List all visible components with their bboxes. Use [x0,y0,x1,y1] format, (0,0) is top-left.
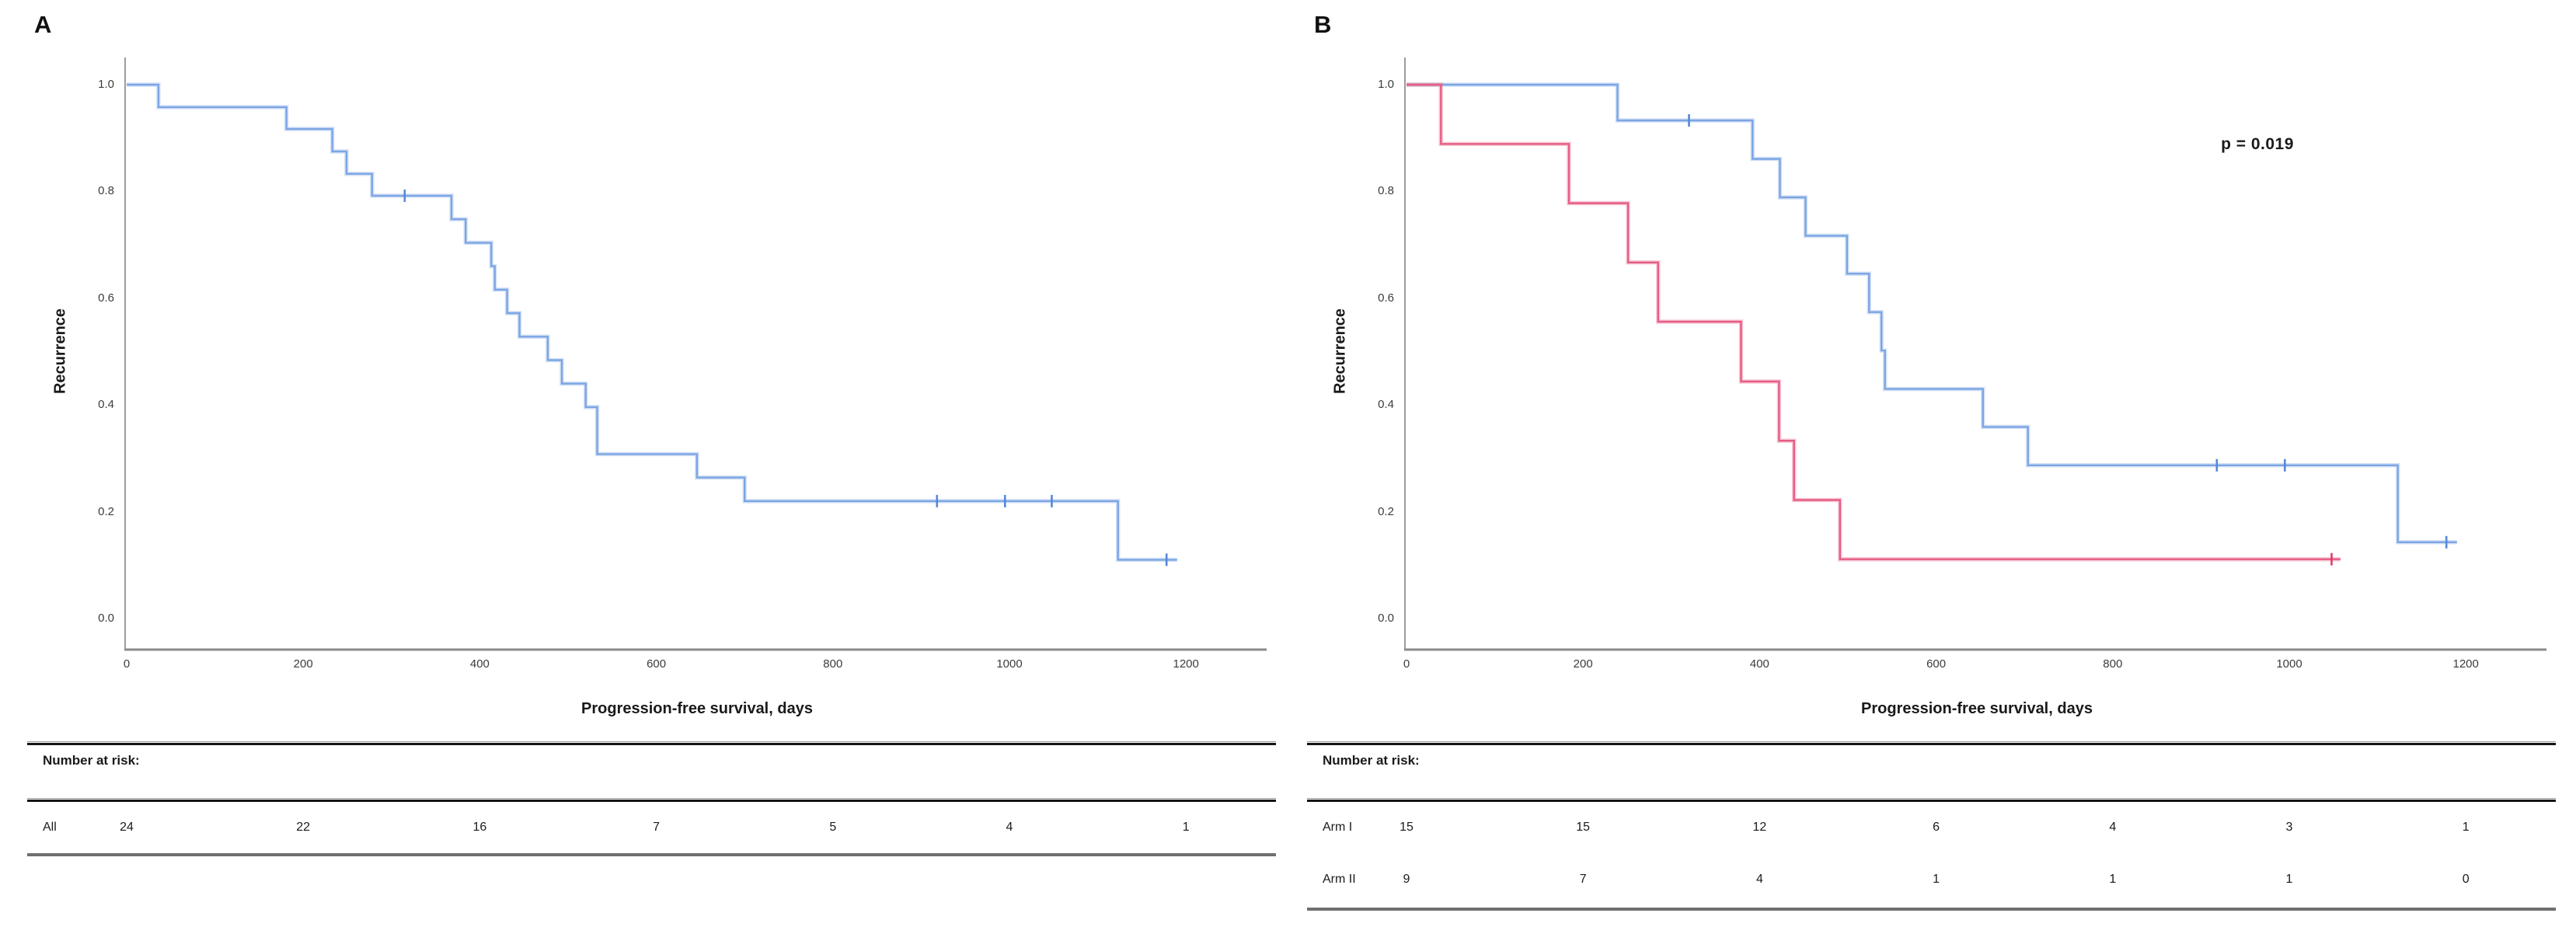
x-tick-label: 0 [123,657,131,671]
risk-row-label: Arm I [1323,821,1353,834]
panel-b-label: B [1314,11,1332,38]
risk-count: 1 [1933,873,1940,886]
risk-table-bottom-rule [27,853,1276,856]
panel-b: B Recurrence Progression-free survival, … [1280,0,2570,934]
y-tick-label: 1.0 [98,78,114,91]
x-tick-label: 200 [1573,657,1593,671]
risk-count: 1 [2109,873,2117,886]
risk-count: 1 [1182,821,1190,834]
risk-count: 9 [1403,873,1410,886]
risk-count: 4 [1006,821,1013,834]
risk-table-mid-rule [1307,798,2556,802]
risk-count: 22 [296,821,311,834]
risk-count: 15 [1400,821,1413,834]
y-tick-label: 0.6 [1378,291,1394,305]
risk-table-mid-rule [27,798,1276,802]
risk-count: 15 [1576,821,1591,834]
panel-a-label: A [34,11,52,38]
y-tick-label: 0.6 [98,291,114,305]
risk-table-top-rule [1307,741,2556,745]
x-tick-label: 1000 [996,657,1023,671]
km-chart-b [1404,58,2546,651]
x-tick-label: 0 [1403,657,1410,671]
x-tick-label: 1000 [2276,657,2302,671]
risk-count: 0 [2462,873,2470,886]
x-axis-title-a: Progression-free survival, days [581,700,813,717]
risk-count: 1 [2285,873,2293,886]
x-tick-label: 400 [469,657,490,671]
x-tick-label: 800 [823,657,843,671]
x-tick-label: 200 [293,657,313,671]
y-tick-label: 0.2 [98,504,114,518]
risk-table-top-rule [27,741,1276,745]
km-curve [1407,82,2341,562]
risk-row-label: Arm II [1323,873,1356,886]
km-curve [1407,83,2457,543]
x-axis-title-b: Progression-free survival, days [1861,700,2093,717]
y-tick-label: 0.4 [98,398,114,412]
risk-table-header: Number at risk: [43,753,140,768]
y-axis-label-a: Recurrence [51,308,69,395]
y-axis-label-b: Recurrence [1331,308,1349,395]
risk-count: 12 [1752,821,1767,834]
x-tick-label: 600 [1926,657,1947,671]
km-curve [127,82,1177,563]
km-chart-a [124,58,1267,651]
risk-count: 4 [2109,821,2117,834]
x-tick-label: 800 [2103,657,2123,671]
km-curve [127,83,1177,561]
y-tick-label: 0.0 [1378,612,1394,625]
y-tick-label: 0.4 [1378,398,1394,412]
risk-count: 1 [2462,821,2470,834]
risk-count: 3 [2285,821,2293,834]
x-tick-label: 1200 [2452,657,2479,671]
km-curve [1407,82,2457,545]
y-tick-label: 0.8 [98,184,114,198]
x-tick-label: 600 [647,657,667,671]
risk-table-bottom-rule [1307,908,2556,911]
y-tick-label: 0.8 [1378,184,1394,198]
risk-count: 16 [472,821,487,834]
y-tick-label: 0.0 [98,612,114,625]
risk-count: 6 [1933,821,1940,834]
y-tick-label: 1.0 [1378,78,1394,91]
risk-table-header: Number at risk: [1323,753,1420,768]
risk-count: 7 [653,821,661,834]
risk-count: 24 [120,821,134,834]
km-curve [1407,83,2341,560]
panel-a: A Recurrence Progression-free survival, … [27,11,1276,856]
x-tick-label: 400 [1749,657,1769,671]
y-tick-label: 0.2 [1378,504,1394,518]
risk-count: 7 [1579,873,1587,886]
risk-count: 4 [1755,873,1763,886]
risk-row-label: All [43,821,57,834]
x-tick-label: 1200 [1173,657,1199,671]
risk-count: 5 [829,821,837,834]
p-value-annotation: p = 0.019 [2221,135,2294,153]
